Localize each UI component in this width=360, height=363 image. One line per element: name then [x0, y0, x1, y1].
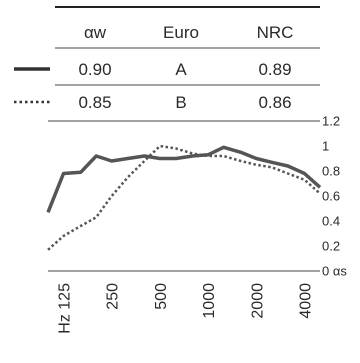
absorption-chart: 1.2 1 0.8 0.6 0.4 0.2 0 αs Hz 125 250 500 1000 200…: [46, 114, 347, 334]
row1-euro: A: [175, 60, 187, 79]
y-tick-label: 0.2: [322, 239, 340, 254]
x-tick-label: 500: [153, 283, 170, 310]
series-solid-line: [46, 145, 322, 213]
x-tick-label: Hz 125: [57, 283, 74, 334]
row2-euro: B: [175, 93, 186, 112]
header-euro: Euro: [163, 23, 199, 42]
series-layer: [46, 144, 322, 251]
x-tick-label: 2000: [249, 283, 266, 319]
row2-alpha-w: 0.85: [78, 93, 111, 112]
row1-alpha-w: 0.90: [78, 60, 111, 79]
y-tick-labels: 1.2 1 0.8 0.6 0.4 0.2 0 αs: [322, 114, 347, 279]
rating-table: αw Euro NRC 0.90 A 0.89 0.85 B 0.86: [14, 6, 320, 112]
x-tick-label: 250: [105, 283, 122, 310]
y-tick-label: 0 αs: [322, 264, 347, 279]
header-nrc: NRC: [257, 23, 294, 42]
x-tick-label: 1000: [201, 283, 218, 319]
y-tick-label: 0.4: [322, 214, 340, 229]
x-tick-label: 4000: [297, 283, 314, 319]
row1-nrc: 0.89: [258, 60, 291, 79]
header-alpha-w: αw: [84, 23, 107, 42]
y-tick-label: 1.2: [322, 114, 340, 129]
y-tick-label: 1: [322, 139, 329, 154]
y-tick-label: 0.8: [322, 164, 340, 179]
x-tick-labels: Hz 125 250 500 1000 2000 4000: [57, 283, 315, 334]
y-tick-label: 0.6: [322, 189, 340, 204]
series-dotted-line: [47, 144, 321, 251]
row2-nrc: 0.86: [258, 93, 291, 112]
